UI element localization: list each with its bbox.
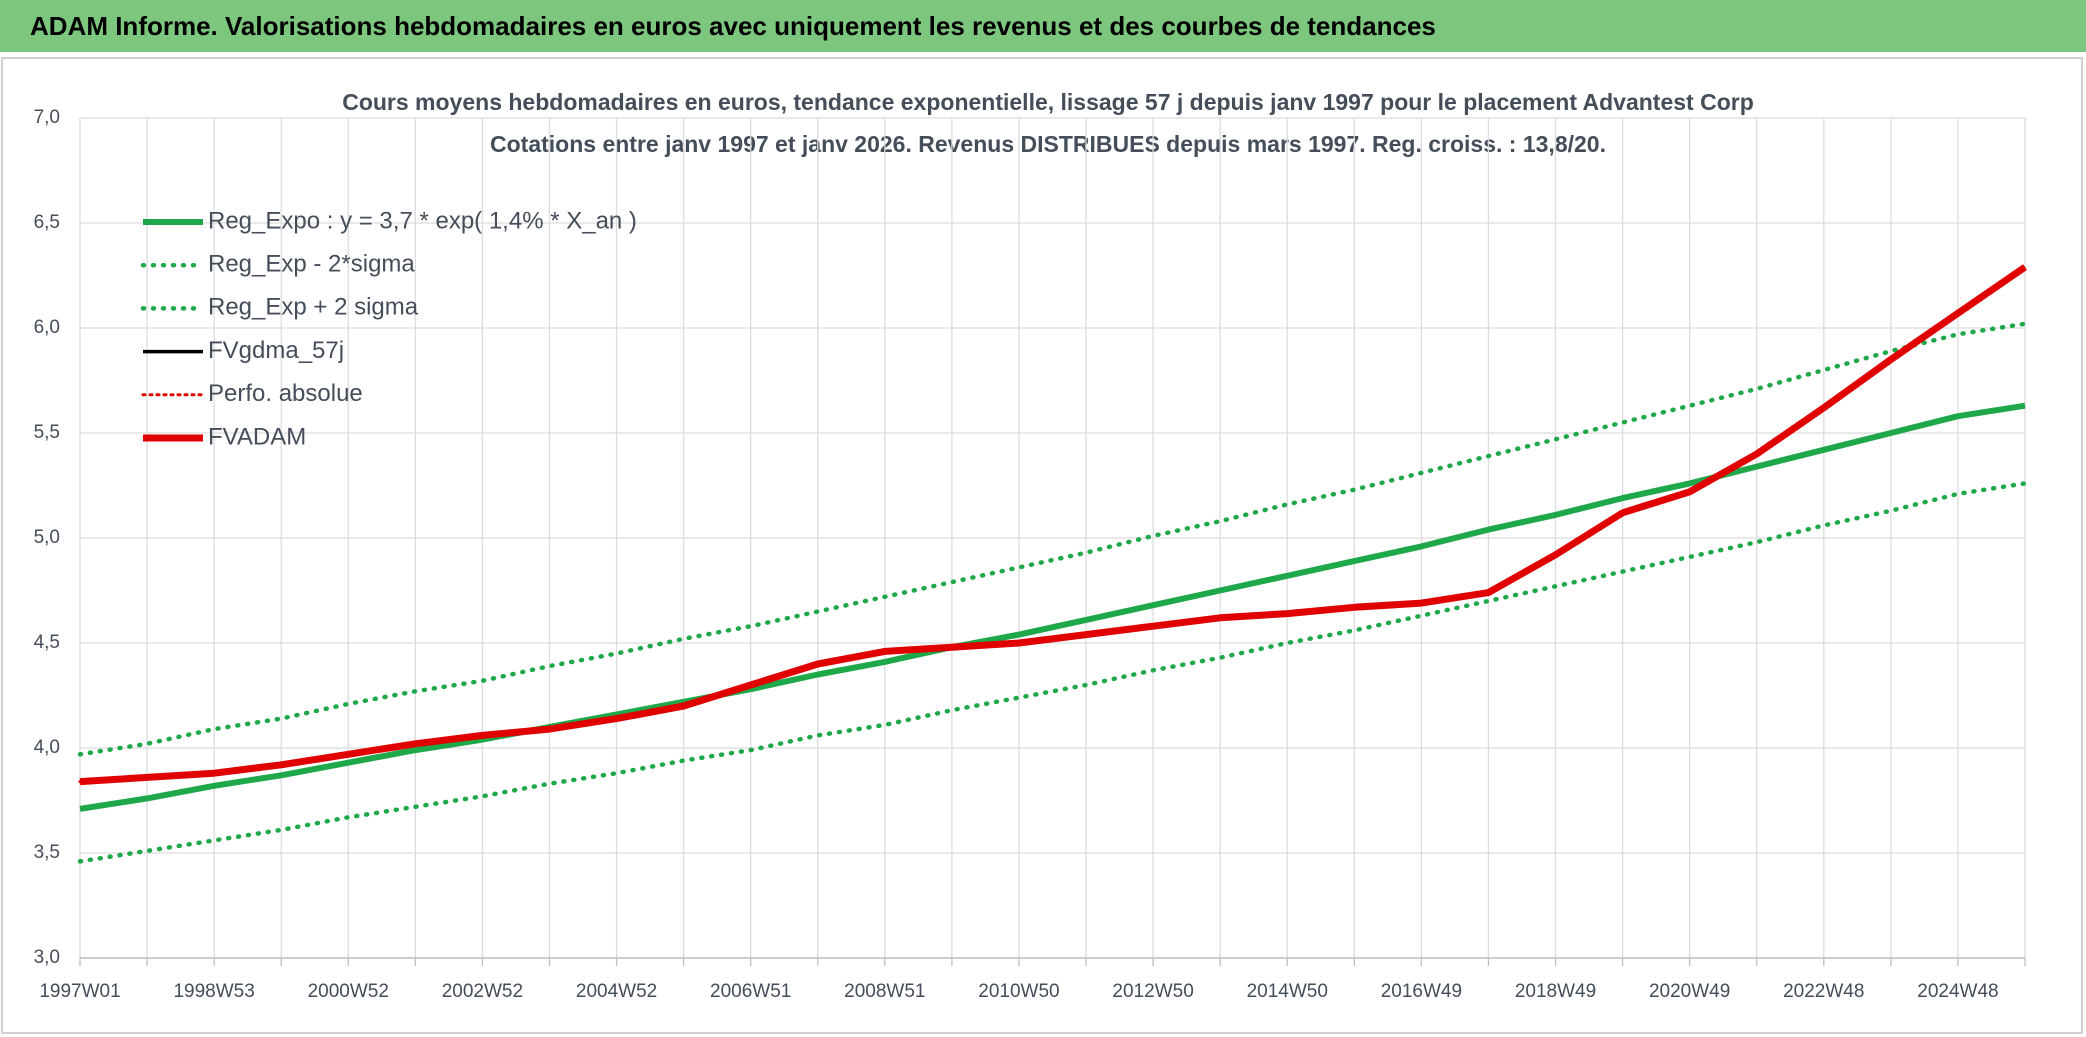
series-line (77, 481, 2028, 864)
x-tick-label: 1997W01 (39, 981, 120, 1002)
y-tick-label: 6,5 (34, 212, 60, 233)
y-tick-label: 5,5 (34, 422, 60, 443)
series-line (78, 265, 2027, 784)
legend-label: Reg_Exp + 2 sigma (208, 294, 419, 321)
x-tick-label: 2004W52 (576, 981, 657, 1002)
series-line (77, 321, 2028, 757)
x-tick-label: 2006W51 (710, 981, 791, 1002)
y-tick-label: 7,0 (34, 107, 60, 128)
x-tick-label: 2012W50 (1112, 981, 1193, 1002)
legend-label: FVgdma_57j (208, 337, 344, 364)
x-tick-label: 1998W53 (173, 981, 254, 1002)
y-tick-label: 3,0 (34, 947, 60, 968)
chart-title: Cours moyens hebdomadaires en euros, ten… (342, 89, 1754, 115)
x-tick-label: 2018W49 (1515, 981, 1596, 1002)
y-tick-label: 4,0 (34, 737, 60, 758)
series-line (79, 402, 2026, 812)
x-tick-label: 2024W48 (1917, 981, 1998, 1002)
legend-label: Reg_Exp - 2*sigma (208, 251, 415, 278)
legend-label: FVADAM (208, 423, 306, 450)
series-line (79, 264, 2027, 786)
x-tick-label: 2022W48 (1783, 981, 1864, 1002)
x-tick-label: 2008W51 (844, 981, 925, 1002)
y-tick-label: 5,0 (34, 527, 60, 548)
header-title: ADAM Informe. Valorisations hebdomadaire… (30, 11, 1436, 41)
legend-label: Perfo. absolue (208, 380, 363, 407)
x-tick-label: 2002W52 (442, 981, 523, 1002)
x-tick-label: 2020W49 (1649, 981, 1730, 1002)
series-line (79, 265, 2026, 784)
y-tick-label: 4,5 (34, 632, 60, 653)
x-tick-label: 2000W52 (308, 981, 389, 1002)
y-tick-label: 6,0 (34, 317, 60, 338)
header-bar: ADAM Informe. Valorisations hebdomadaire… (0, 0, 2086, 52)
x-tick-label: 2014W50 (1247, 981, 1328, 1002)
chart-frame (1, 57, 2083, 1034)
chart-subtitle: Cotations entre janv 1997 et janv 2026. … (490, 131, 1606, 157)
x-tick-label: 2016W49 (1381, 981, 1462, 1002)
y-tick-label: 3,5 (34, 842, 60, 863)
x-tick-label: 2010W50 (978, 981, 1059, 1002)
legend-label: Reg_Expo : y = 3,7 * exp( 1,4% * X_an ) (208, 207, 637, 234)
